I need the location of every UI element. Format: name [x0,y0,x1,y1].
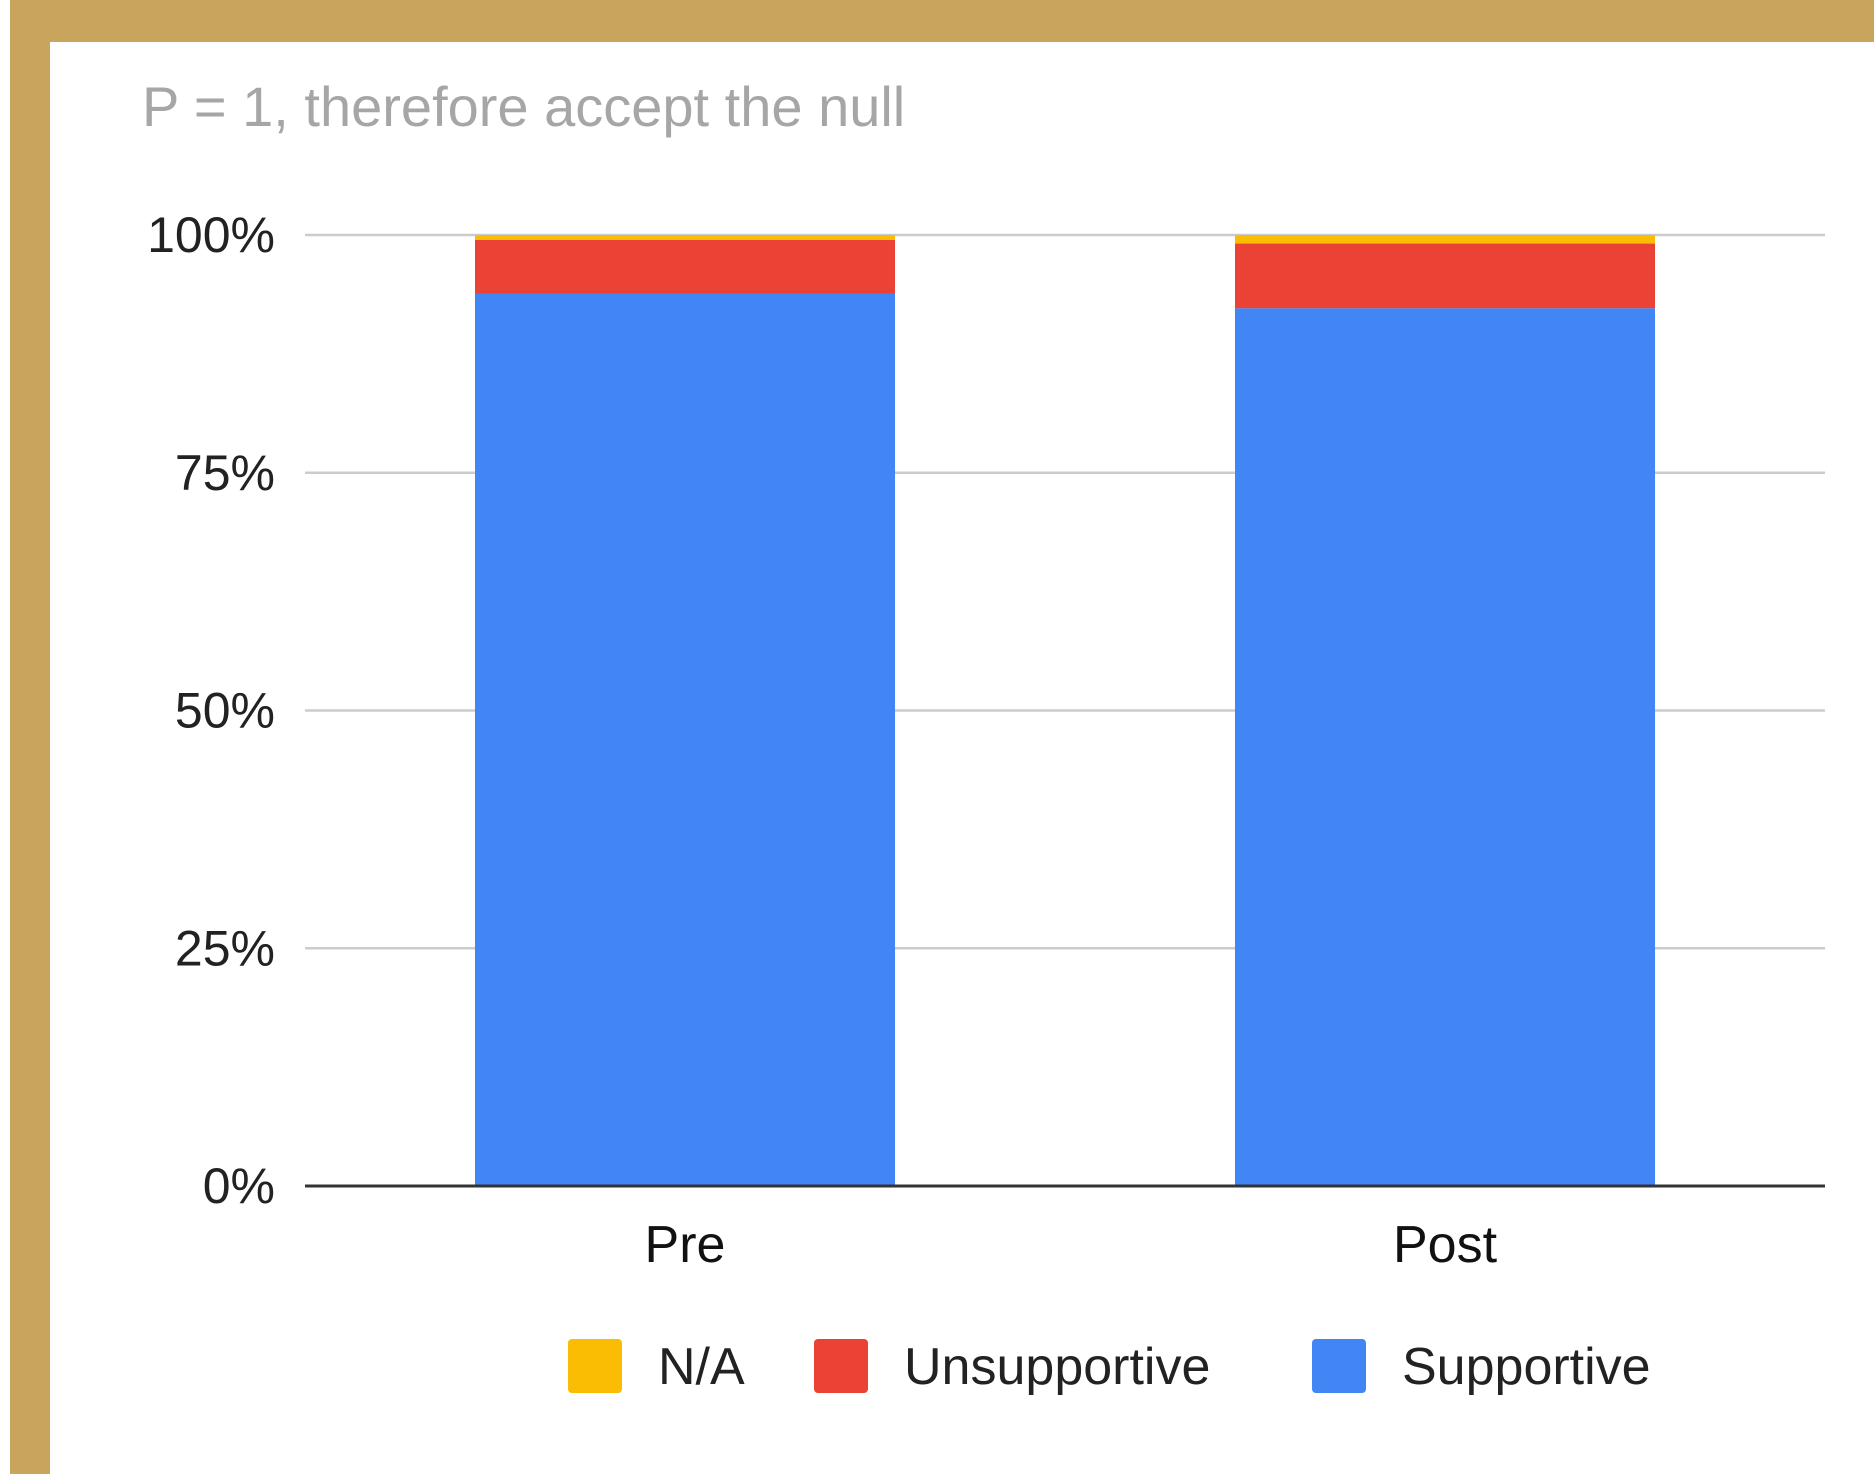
legend-swatch [1312,1339,1366,1393]
legend-item-n-a: N/A [568,1338,745,1396]
axis: 0% 25% 50% 75% 100% Pre Post [147,207,1825,1274]
x-tick-label-post: Post [1393,1216,1498,1274]
bar-pre-n-a [475,235,895,240]
bar-post-supportive [1235,308,1655,1186]
legend: N/A Unsupportive Supportive [568,1338,1651,1396]
x-tick-label-pre: Pre [645,1216,726,1274]
legend-label: Unsupportive [904,1338,1210,1396]
legend-label: N/A [658,1338,745,1396]
legend-item-unsupportive: Unsupportive [814,1338,1210,1396]
bar-post-unsupportive [1235,243,1655,309]
bar-pre-unsupportive [475,239,895,294]
bar-post-n-a [1235,235,1655,244]
bars [475,235,1655,1186]
legend-item-supportive: Supportive [1312,1338,1651,1396]
left-edge-strip [0,0,10,1474]
y-tick-label: 100% [147,207,275,263]
y-tick-label: 25% [175,920,275,976]
legend-label: Supportive [1402,1338,1651,1396]
chart-title: P = 1, therefore accept the null [142,75,906,138]
bar-pre-supportive [475,293,895,1186]
y-tick-label: 75% [175,445,275,501]
legend-swatch [814,1339,868,1393]
y-tick-label: 0% [203,1158,275,1214]
legend-swatch [568,1339,622,1393]
y-tick-label: 50% [175,683,275,739]
